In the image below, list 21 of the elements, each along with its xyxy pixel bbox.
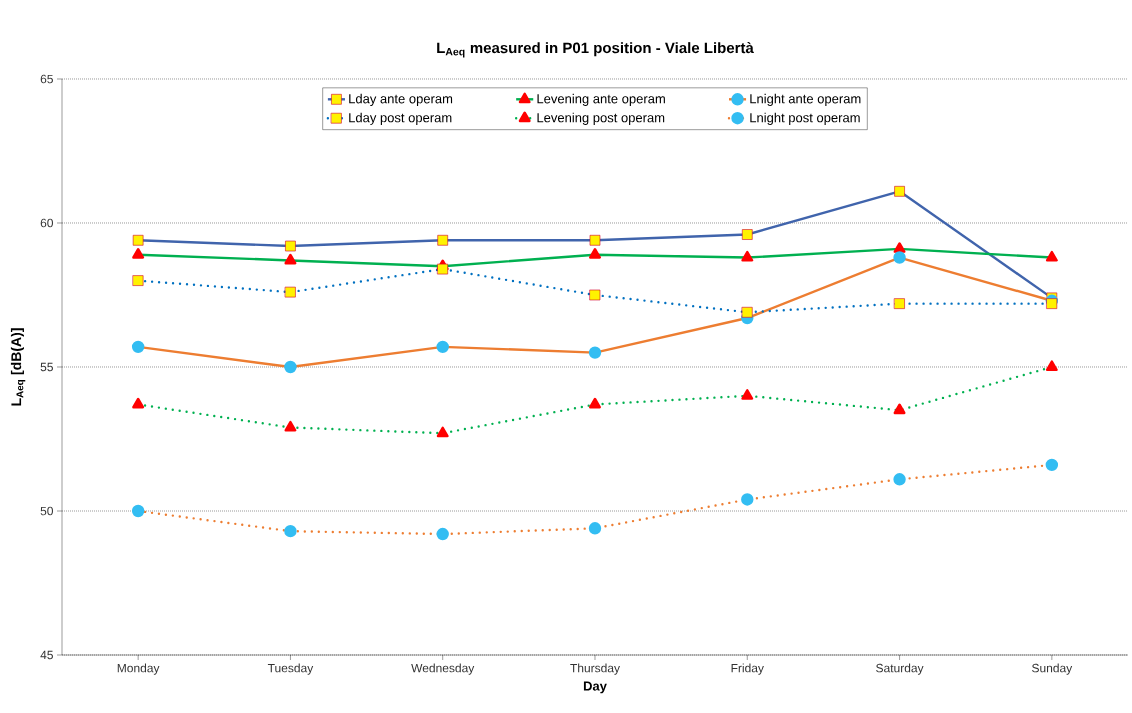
- x-tick-label: Monday: [117, 663, 160, 675]
- legend-label: Lnight ante operam: [750, 93, 861, 106]
- legend-label: Lnight post operam: [750, 112, 860, 125]
- y-axis-title: L$_{Aeq}$ [dB(A)]: [10, 328, 26, 406]
- y-tick-label: 55: [40, 362, 53, 372]
- y-tick-label: 65: [40, 74, 53, 84]
- x-tick-label: Sunday: [1032, 663, 1073, 675]
- x-axis-title: Day: [583, 681, 607, 694]
- x-tick-label: Thursday: [570, 663, 620, 675]
- y-tick-label: 50: [40, 506, 53, 516]
- y-tick-label: 60: [40, 218, 53, 228]
- legend-label: Levening post operam: [537, 112, 665, 125]
- legend-label: Lday post operam: [349, 112, 452, 125]
- x-tick-label: Wednesday: [411, 663, 475, 675]
- x-tick-label: Friday: [731, 663, 764, 675]
- legend-label: Lday ante operam: [349, 93, 453, 106]
- legend-label: Levening ante operam: [537, 93, 665, 106]
- y-tick-label: 45: [40, 650, 53, 660]
- x-tick-label: Tuesday: [267, 663, 314, 675]
- chart-title: L$_{Aeq}$ measured in P01 position - Viale Libertà: [437, 42, 754, 58]
- x-tick-label: Saturday: [876, 663, 924, 675]
